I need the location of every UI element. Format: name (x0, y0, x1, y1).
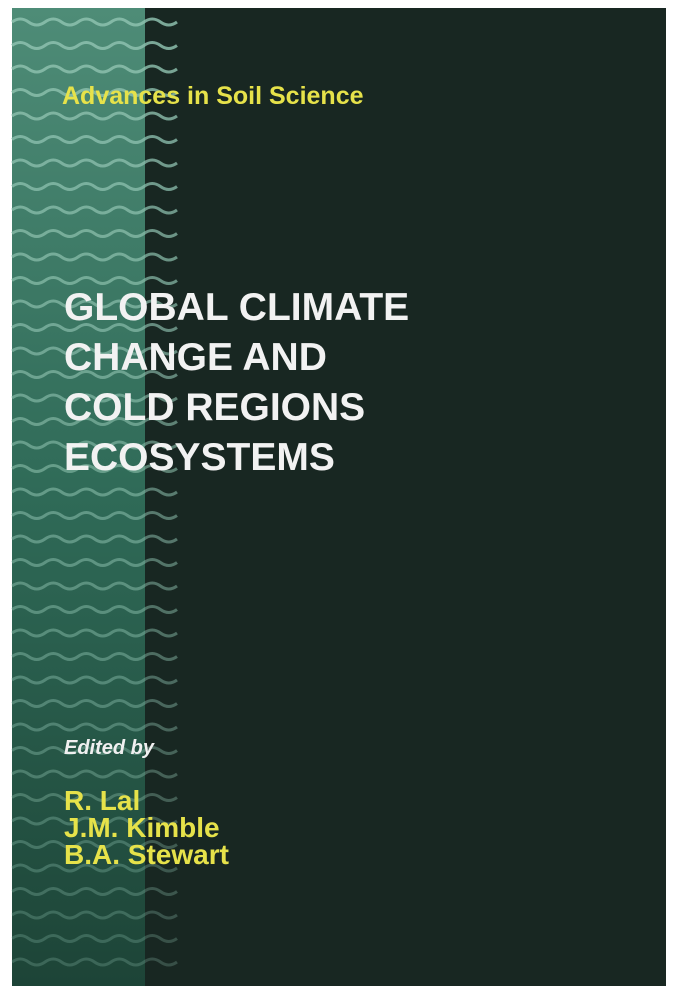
editor-name: B.A. Stewart (64, 839, 229, 870)
book-cover: Advances in Soil Science GLOBAL CLIMATE C… (0, 0, 675, 997)
title-line: ECOSYSTEMS (64, 436, 335, 479)
title-line: CHANGE AND (64, 336, 327, 379)
title-line: COLD REGIONS (64, 386, 365, 429)
series-title: Advances in Soil Science (62, 82, 364, 110)
edited-by: Edited by (64, 737, 155, 759)
title-line: GLOBAL CLIMATE (64, 286, 409, 329)
